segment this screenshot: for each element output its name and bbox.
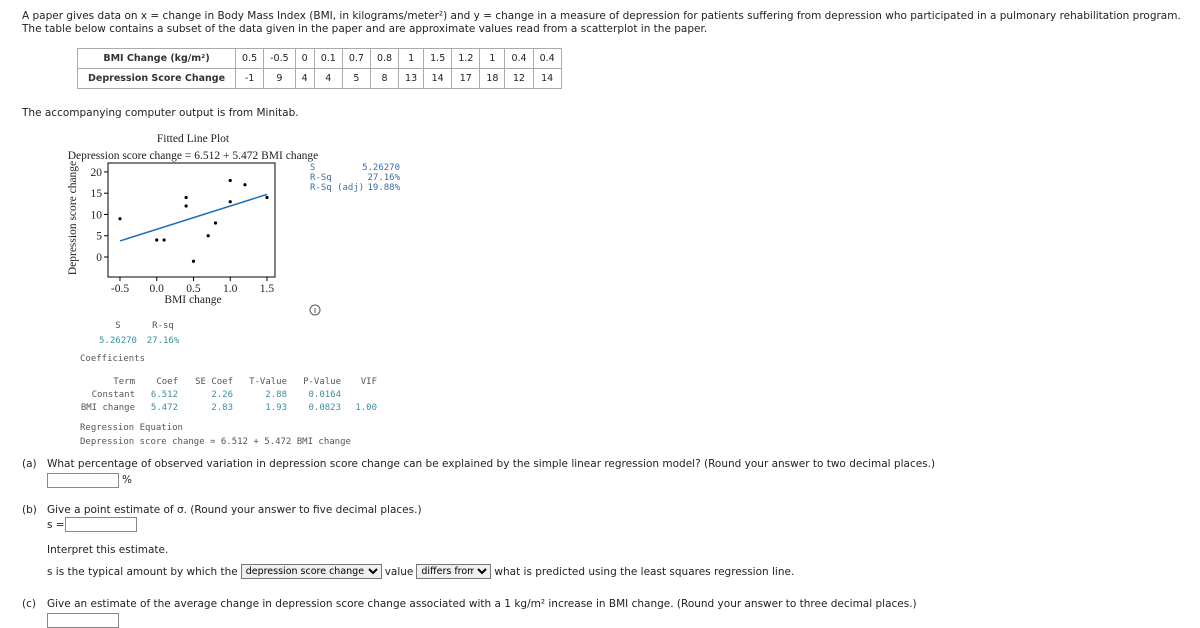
regression-equation: Depression score change = 6.512 + 5.472 … (80, 437, 351, 447)
question-text: Give an estimate of the average change i… (47, 598, 917, 610)
x-tick-label: -0.5 (111, 283, 129, 295)
intro-text: A paper gives data on x = change in Body… (22, 10, 1181, 35)
question-label: (c) (22, 598, 36, 610)
stat-label: R-Sq (adj) (310, 183, 364, 193)
column-header: T-Value (249, 377, 287, 387)
summary-header: S (115, 321, 120, 331)
sentence-text: s is the typical amount by which the (47, 565, 238, 578)
section-title: Coefficients (80, 354, 145, 364)
sentence-text: what is predicted using the least square… (494, 565, 795, 578)
data-table: BMI Change (kg/m²) 0.5 -0.5 0 0.1 0.7 0.8 1 1.5 1… (76, 48, 562, 89)
sentence-text: value (384, 565, 414, 578)
y-tick-label: 20 (91, 167, 103, 179)
data-point (206, 234, 210, 238)
table-cell: 14 (532, 68, 562, 89)
x-tick-label: 0.5 (186, 283, 201, 295)
table-row: Depression Score Change -1 9 4 4 5 8 13 14 17 18 12… (76, 68, 562, 89)
data-point (228, 200, 232, 204)
unit-label: % (122, 474, 132, 486)
row-label: Depression Score Change (76, 68, 237, 89)
table-cell: -1 (235, 68, 265, 89)
coefficient-cell: 6.512 (151, 390, 178, 400)
y-tick-label: 15 (91, 188, 103, 200)
table-cell: 1.2 (451, 48, 481, 69)
coefficient-cell: 0.0823 (308, 403, 341, 413)
stat-value: 5.26270 (362, 163, 400, 173)
x-tick-label: 1.0 (223, 283, 238, 295)
question-label: (b) (22, 504, 37, 516)
y-tick-label: 0 (96, 252, 102, 264)
interpret-title: Interpret this estimate. (47, 544, 169, 556)
column-header: SE Coef (195, 377, 233, 387)
question-text: Give a point estimate of σ. (Round your … (47, 504, 422, 516)
stat-value: 27.16% (367, 173, 400, 183)
column-header: VIF (361, 377, 377, 387)
answer-input[interactable] (47, 613, 119, 628)
plot-subtitle: Depression score change = 6.512 + 5.472 … (68, 150, 319, 162)
data-point (155, 238, 159, 242)
term-label: Constant (92, 390, 135, 400)
question-label: (a) (22, 458, 37, 470)
data-point (184, 204, 188, 208)
data-point (228, 178, 232, 183)
plot-frame (107, 162, 276, 278)
answer-input[interactable] (47, 473, 119, 488)
data-point (118, 217, 122, 221)
coefficient-cell: 1.00 (355, 403, 377, 413)
stat-value: 19.88% (367, 183, 400, 193)
data-point (265, 195, 269, 200)
column-header: Coef (156, 377, 178, 387)
coefficient-cell: 2.88 (265, 390, 287, 400)
fitted-line (119, 193, 268, 242)
info-icon (309, 304, 321, 316)
table-cell: 8 (369, 68, 400, 89)
x-tick-label: 1.5 (260, 283, 275, 295)
table-cell: 0.4 (532, 48, 562, 69)
interpret-sentence: s is the typical amount by which the dep… (47, 564, 794, 579)
summary-value: 5.26270 (99, 336, 137, 346)
minitab-output: Fitted Line Plot Depression score change … (67, 133, 401, 447)
table-cell: 17 (451, 68, 481, 89)
dropdown[interactable]: differs from (416, 564, 492, 579)
coefficient-cell: 5.472 (151, 403, 178, 413)
question-text: What percentage of observed variation in… (47, 458, 936, 470)
minitab-note: The accompanying computer output is from… (22, 107, 299, 119)
stat-label: S (310, 163, 315, 173)
coefficient-cell: 0.0164 (308, 390, 341, 400)
data-point (191, 259, 196, 263)
summary-value: 27.16% (147, 336, 180, 346)
data-point (162, 238, 166, 242)
table-row: BMI Change (kg/m²) 0.5 -0.5 0 0.1 0.7 0.8 1 1.5 1… (76, 48, 562, 69)
summary-header: R-sq (152, 321, 174, 331)
dropdown[interactable]: depression score change (240, 564, 382, 579)
data-point (184, 195, 188, 200)
term-label: BMI change (81, 403, 135, 413)
answer-input[interactable] (65, 517, 137, 532)
section-title: Regression Equation (80, 423, 183, 433)
y-tick-label: 5 (96, 231, 102, 243)
input-label: s = (47, 519, 65, 531)
table-cell: 13 (398, 68, 425, 89)
x-tick-label: 0.0 (150, 283, 165, 295)
coefficient-cell: 1.93 (265, 403, 287, 413)
coefficient-cell: 2.26 (211, 390, 233, 400)
data-point (243, 183, 247, 187)
column-header: Term (113, 377, 135, 387)
stat-label: R-Sq (310, 173, 332, 183)
y-tick-label: 10 (91, 209, 103, 221)
y-axis-label: Depression score change (67, 161, 79, 275)
column-header: P-Value (303, 377, 341, 387)
plot-title: Fitted Line Plot (157, 133, 230, 145)
x-axis-label: BMI change (164, 294, 221, 306)
data-point (213, 221, 218, 225)
coefficient-cell: 2.83 (211, 403, 233, 413)
